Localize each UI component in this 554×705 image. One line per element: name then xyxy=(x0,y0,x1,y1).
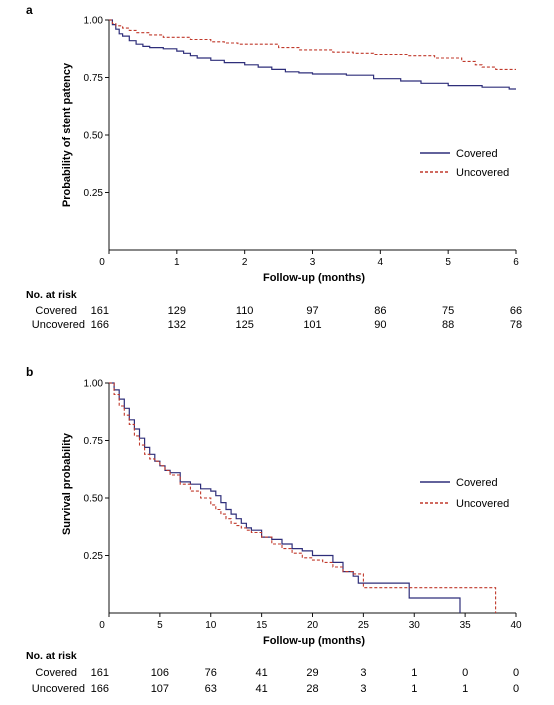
risk-count: 78 xyxy=(510,319,522,331)
panel-a-label: a xyxy=(26,3,33,17)
x-tick-label: 0 xyxy=(99,257,105,268)
x-tick-label: 25 xyxy=(358,620,370,631)
risk-count: 88 xyxy=(442,319,454,331)
panel-a-legend: Covered Uncovered xyxy=(420,148,509,179)
plot-b: 0 5 10 15 20 25 30 35 40 0.25 0.50 0.75 1.00 xyxy=(84,379,522,632)
legend-b-covered-label: Covered xyxy=(456,477,498,489)
x-tick-label: 1 xyxy=(174,257,180,268)
y-tick-label: 0.75 xyxy=(84,73,104,84)
x-tick-label: 40 xyxy=(510,620,522,631)
risk-count: 86 xyxy=(374,305,386,317)
panel-b-label: b xyxy=(26,365,33,379)
legend-a-uncovered-label: Uncovered xyxy=(456,167,509,179)
risk-count: 0 xyxy=(462,667,468,679)
risk-count: 132 xyxy=(168,319,186,331)
plot-a: 0 1 2 3 4 5 6 0.25 0.50 0.75 1.00 xyxy=(84,16,520,269)
risk-count: 63 xyxy=(205,683,217,695)
x-tick-label: 5 xyxy=(445,257,451,268)
risk-count: 29 xyxy=(306,667,318,679)
risk-count: 97 xyxy=(306,305,318,317)
legend-a-covered-label: Covered xyxy=(456,148,498,160)
risk-a-uncovered-name: Uncovered xyxy=(32,319,85,331)
series-covered-line xyxy=(109,382,461,613)
risk-count: 41 xyxy=(256,667,268,679)
risk-count: 107 xyxy=(151,683,169,695)
risk-count: 1 xyxy=(411,667,417,679)
risk-count: 90 xyxy=(374,319,386,331)
risk-count: 3 xyxy=(360,667,366,679)
panel-b-xlabel: Follow-up (months) xyxy=(263,635,365,647)
risk-count: 125 xyxy=(235,319,253,331)
risk-count: 41 xyxy=(256,683,268,695)
risk-count: 161 xyxy=(91,667,109,679)
risk-b-values: 161 106 76 41 29 3 1 0 0 166 107 63 41 28 3 1 1 0 xyxy=(91,667,519,695)
y-tick-label: 0.25 xyxy=(84,551,104,562)
risk-count: 0 xyxy=(513,667,519,679)
risk-count: 76 xyxy=(205,667,217,679)
risk-count: 28 xyxy=(306,683,318,695)
series-uncovered-line xyxy=(109,382,497,613)
panel-a: a Probability of stent patency 0 1 2 3 4 5 6 0.… xyxy=(26,3,522,331)
risk-b-covered-name: Covered xyxy=(35,667,77,679)
x-tick-label: 2 xyxy=(242,257,248,268)
x-tick-label: 6 xyxy=(513,257,519,268)
panel-b: b Survival probability 0 5 10 15 20 25 30 35 400… xyxy=(26,365,522,695)
x-tick-label: 35 xyxy=(460,620,472,631)
x-tick-label: 3 xyxy=(310,257,316,268)
legend-b-uncovered-label: Uncovered xyxy=(456,498,509,510)
x-tick-label: 15 xyxy=(256,620,268,631)
x-tick-label: 10 xyxy=(205,620,217,631)
risk-count: 106 xyxy=(151,667,169,679)
y-tick-label: 0.50 xyxy=(84,131,104,142)
risk-count: 1 xyxy=(462,683,468,695)
risk-count: 110 xyxy=(236,305,254,317)
x-tick-label: 20 xyxy=(307,620,319,631)
panel-b-ylabel: Survival probability xyxy=(61,432,73,535)
y-tick-label: 1.00 xyxy=(84,379,104,390)
risk-b-uncovered-name: Uncovered xyxy=(32,683,85,695)
series-uncovered-line xyxy=(109,19,516,70)
risk-count: 0 xyxy=(513,683,519,695)
panel-a-ylabel: Probability of stent patency xyxy=(61,62,73,207)
x-tick-label: 5 xyxy=(157,620,163,631)
risk-count: 129 xyxy=(168,305,186,317)
risk-count: 166 xyxy=(91,683,109,695)
x-tick-label: 4 xyxy=(378,257,384,268)
y-tick-label: 0.25 xyxy=(84,188,104,199)
y-tick-label: 0.75 xyxy=(84,436,104,447)
risk-count: 101 xyxy=(303,319,321,331)
risk-count: 66 xyxy=(510,305,522,317)
x-tick-label: 30 xyxy=(409,620,421,631)
risk-count: 166 xyxy=(91,319,109,331)
risk-title-a: No. at risk xyxy=(26,289,77,301)
y-tick-label: 0.50 xyxy=(84,494,104,505)
panel-a-xlabel: Follow-up (months) xyxy=(263,272,365,284)
risk-count: 1 xyxy=(411,683,417,695)
risk-a-values: 161 129 110 97 86 75 66 166 132 125 101 90 88 78 xyxy=(91,305,522,331)
panel-b-legend: Covered Uncovered xyxy=(420,477,509,510)
risk-title-b: No. at risk xyxy=(26,650,77,662)
risk-a-covered-name: Covered xyxy=(35,305,77,317)
x-tick-label: 0 xyxy=(99,620,105,631)
y-tick-label: 1.00 xyxy=(84,16,104,27)
risk-count: 3 xyxy=(360,683,366,695)
risk-count: 75 xyxy=(442,305,454,317)
risk-count: 161 xyxy=(91,305,109,317)
series-covered-line xyxy=(109,19,516,90)
